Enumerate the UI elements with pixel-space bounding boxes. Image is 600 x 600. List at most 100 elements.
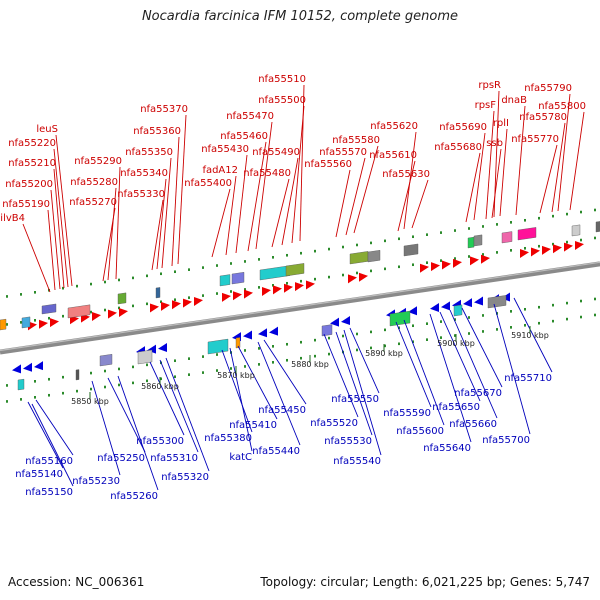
gene-label: nfa55140 [15,469,63,480]
scale-tick-label: 5870 kbp [217,371,255,380]
forward-gene-arrow [39,319,48,329]
gene-label: nfa55700 [482,435,530,446]
rail-top-inner-dot [398,265,400,269]
gene-label: katC [229,452,252,463]
rail-top-inner-dot [524,246,526,250]
rail-top-inner-dot [370,269,372,273]
rail-top-inner-dot [62,314,64,318]
forward-gene-arrow [273,285,282,295]
gene-label: nfa55200 [5,179,53,190]
rail-bottom-outer-dot [272,361,274,364]
gene-block [487,295,507,309]
rail-top-outer-dot [510,221,512,224]
rail-bottom-outer-dot [426,338,428,341]
label-leader-line [237,345,278,420]
rail-bottom-outer-dot [300,356,302,360]
label-leader-line [323,333,359,418]
gene-label: rpsR [478,80,501,91]
rail-bottom-inner-dot [202,355,204,358]
gene-label: dnaB [501,95,527,106]
rail-bottom-inner-dot [146,363,148,367]
genome-summary: Topology: circular; Length: 6,021,225 bp… [260,575,590,589]
label-leader-line [53,148,69,288]
rail-top-outer-dot [370,241,372,245]
rail-top-inner-dot [342,273,344,277]
label-leader-line [165,357,210,472]
gene-label: nfa55510 [258,74,306,85]
rail-bottom-inner-dot [314,338,316,342]
gene-label: nfa55530 [324,436,372,447]
rail-top-inner-dot [216,292,218,295]
rail-top-inner-dot [538,244,540,248]
forward-gene-arrow [306,280,315,290]
label-leader-line [31,403,74,487]
rail-top-outer-dot [76,284,78,288]
rail-bottom-outer-dot [146,379,148,383]
rail-top-inner-dot [244,288,246,291]
rail-top-outer-dot [34,291,36,294]
gene-label: nfa55220 [8,138,56,149]
gene-block [117,292,127,305]
label-leader-line [107,377,146,453]
gene-label: nfa55340 [120,168,168,179]
rail-bottom-outer-dot [496,328,498,331]
rail-top-outer-dot [244,260,246,263]
gene-label: nfa55630 [382,169,430,180]
gene-block [219,274,231,287]
gene-block [41,303,57,315]
rail-bottom-inner-dot [244,349,246,352]
rail-bottom-inner-dot [48,377,50,381]
label-leader-line [171,136,180,267]
label-leader-line [27,401,64,469]
gene-label: leuS [36,124,58,135]
gene-label: nfa55210 [8,158,56,169]
rail-top-outer-dot [314,249,316,253]
rail-top-inner-dot [20,321,22,324]
scale-tick-label: 5850 kbp [71,397,109,406]
reverse-gene-arrow [474,296,483,306]
rail-bottom-inner-dot [566,301,568,305]
rail-top-outer-dot [356,243,358,247]
rail-top-outer-dot [174,270,176,274]
rail-bottom-outer-dot [370,346,372,350]
gene-label: nfa55480 [243,168,291,179]
rail-bottom-inner-dot [538,305,540,309]
rail-top-outer-dot [230,262,232,265]
rail-bottom-outer-dot [440,336,442,339]
rail-bottom-inner-dot [272,345,274,348]
rail-bottom-inner-dot [118,367,120,371]
gene-block [517,227,537,241]
rail-bottom-inner-dot [104,369,106,373]
rail-top-inner-dot [314,277,316,281]
rail-bottom-inner-dot [580,299,582,303]
gene-label: nfa55680 [434,142,482,153]
rail-bottom-outer-dot [20,398,22,401]
label-leader-line [395,321,432,408]
label-leader-line [229,347,253,452]
rail-bottom-inner-dot [426,322,428,325]
rail-bottom-outer-dot [76,389,78,393]
rail-top-inner-dot [468,255,470,258]
gene-label: nfa55270 [69,197,117,208]
gene-label: ssb [486,138,503,149]
rail-bottom-outer-dot [216,369,218,372]
gene-block [235,337,241,349]
rail-top-outer-dot [272,256,274,259]
rail-bottom-outer-dot [258,363,260,366]
gene-label: nfa55440 [252,446,300,457]
label-leader-line [485,110,495,220]
rail-bottom-inner-dot [188,357,190,360]
label-leader-line [257,341,301,446]
rail-top-inner-dot [426,261,428,264]
forward-gene-arrow [575,240,584,250]
grid-dots [6,208,596,403]
reverse-gene-arrow [12,364,21,374]
label-leader-line [439,311,481,402]
rail-top-inner-dot [188,296,190,299]
gene-label: nfa55280 [70,177,118,188]
label-leader-line [515,105,526,216]
forward-gene-arrow [161,301,170,311]
rail-bottom-outer-dot [286,358,288,362]
rail-bottom-inner-dot [384,328,386,332]
label-leader-line [161,157,172,269]
